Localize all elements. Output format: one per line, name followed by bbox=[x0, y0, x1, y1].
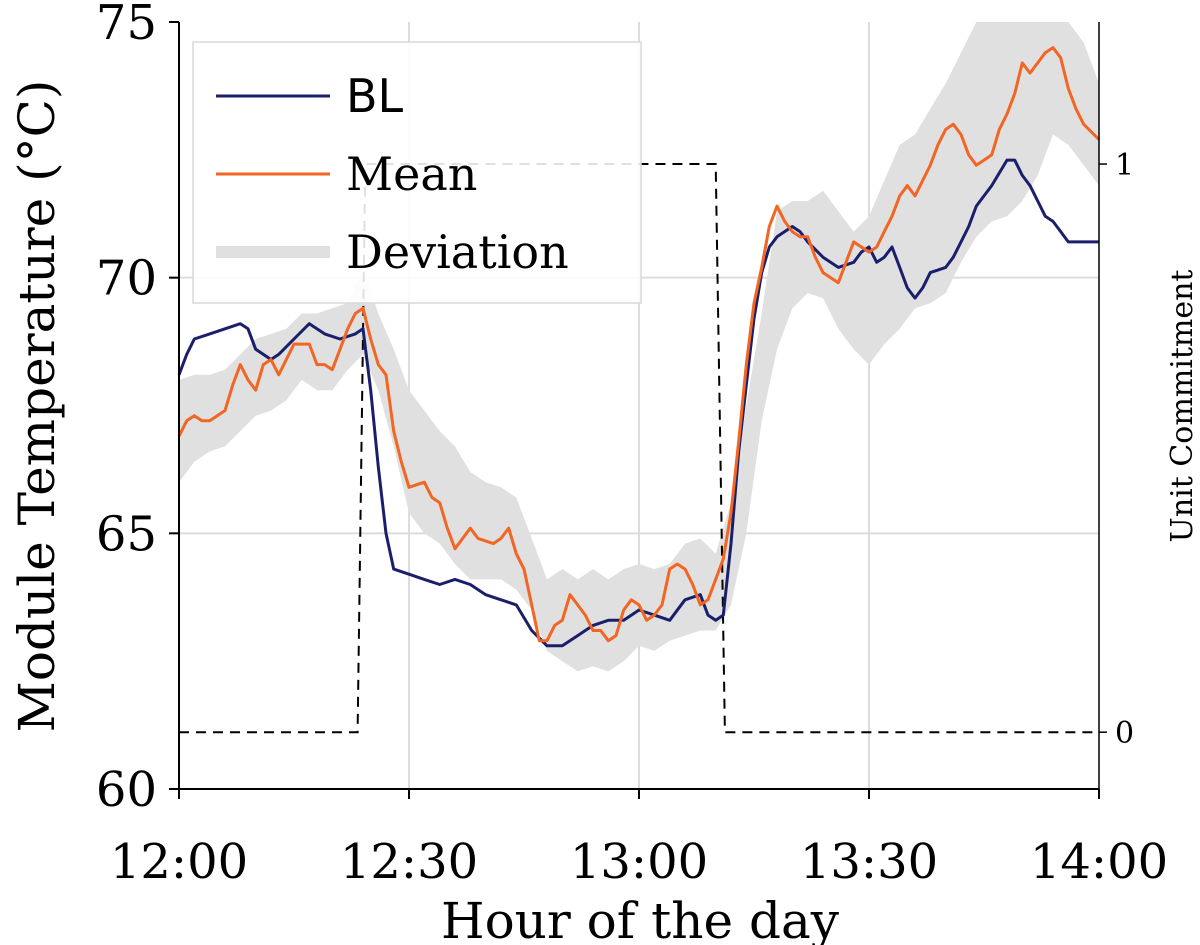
deviation-band bbox=[179, 22, 1099, 672]
x-tick-label: 14:00 bbox=[1030, 834, 1168, 890]
legend-label-bl: BL bbox=[346, 69, 404, 123]
series-line-bl bbox=[177, 158, 1099, 648]
legend: BL Mean Deviation bbox=[192, 41, 642, 304]
y-tick-label: 75 bbox=[96, 0, 157, 51]
deviation-band-layer bbox=[179, 22, 1099, 672]
series-layer bbox=[177, 46, 1101, 648]
x-tick-label: 12:00 bbox=[110, 834, 248, 890]
x-tick-label: 13:30 bbox=[800, 834, 938, 890]
x-tick-label: 12:30 bbox=[340, 834, 478, 890]
y-tick-label: 65 bbox=[96, 506, 157, 562]
y2-axis-title: Unit Commitment bbox=[1165, 270, 1200, 543]
legend-label-mean: Mean bbox=[346, 147, 477, 201]
y-axis-title: Module Temperature (°C) bbox=[8, 80, 66, 733]
legend-label-deviation: Deviation bbox=[346, 225, 569, 279]
x-tick-label: 13:00 bbox=[570, 834, 708, 890]
y2-tick-label: 0 bbox=[1115, 716, 1134, 751]
y2-tick-label: 1 bbox=[1115, 148, 1134, 183]
y-tick-label: 60 bbox=[96, 762, 157, 818]
x-axis-title: Hour of the day bbox=[441, 892, 840, 945]
y-tick-label: 70 bbox=[96, 251, 157, 307]
series-line-mean bbox=[177, 46, 1101, 643]
axes: 12:00 12:30 13:00 13:30 14:00 60 65 70 75 0 1 bbox=[96, 0, 1168, 890]
